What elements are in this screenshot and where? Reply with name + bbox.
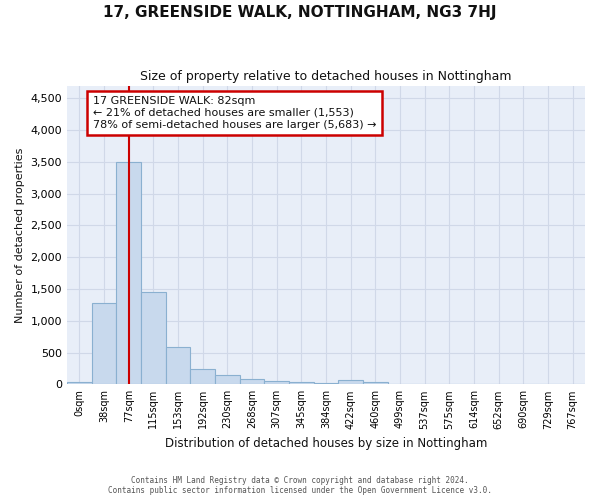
Title: Size of property relative to detached houses in Nottingham: Size of property relative to detached ho… [140,70,512,83]
Text: 17, GREENSIDE WALK, NOTTINGHAM, NG3 7HJ: 17, GREENSIDE WALK, NOTTINGHAM, NG3 7HJ [103,5,497,20]
Text: 17 GREENSIDE WALK: 82sqm
← 21% of detached houses are smaller (1,553)
78% of sem: 17 GREENSIDE WALK: 82sqm ← 21% of detach… [93,96,376,130]
Bar [67,382,92,384]
Text: Contains HM Land Registry data © Crown copyright and database right 2024.
Contai: Contains HM Land Registry data © Crown c… [108,476,492,495]
Bar [141,292,166,384]
X-axis label: Distribution of detached houses by size in Nottingham: Distribution of detached houses by size … [165,437,487,450]
Bar [215,376,239,384]
Bar [363,382,388,384]
Bar [190,369,215,384]
Bar [116,162,141,384]
Bar [166,348,190,385]
Bar [338,380,363,384]
Bar [92,303,116,384]
Bar [265,381,289,384]
Bar [314,382,338,384]
Bar [289,382,314,384]
Y-axis label: Number of detached properties: Number of detached properties [15,147,25,322]
Bar [239,379,265,384]
